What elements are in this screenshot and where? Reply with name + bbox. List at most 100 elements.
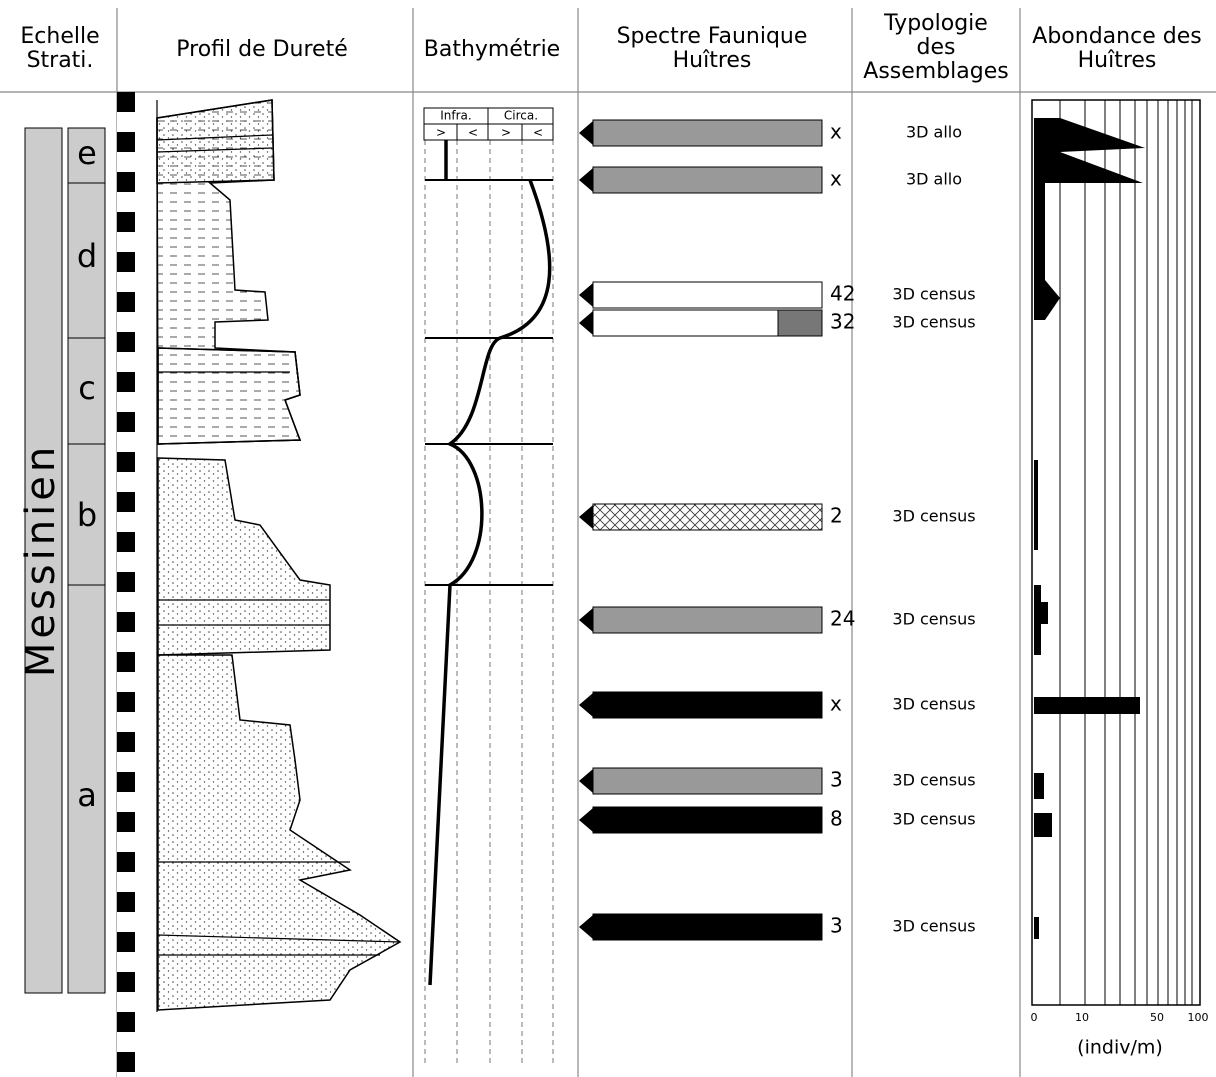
direction-mark: >: [501, 126, 511, 140]
column-header: Bathymétrie: [424, 37, 560, 62]
fauna-marker: [579, 168, 593, 192]
direction-mark: >: [436, 126, 446, 140]
scale-block: [117, 212, 135, 232]
scale-block: [117, 312, 135, 332]
fauna-bar: [592, 281, 823, 309]
column-header: Spectre Faunique Huîtres: [617, 24, 808, 73]
scale-block: [117, 1072, 135, 1077]
abundance-chart: 0 10 50 100 (indiv/m): [1031, 99, 1209, 1059]
scale-block: [117, 432, 135, 452]
unit-label: e: [77, 134, 97, 172]
column-header: Typologie des Assemblages: [863, 11, 1008, 84]
scale-block: [117, 1032, 135, 1052]
scale-block: [117, 232, 135, 252]
unit-label: b: [77, 496, 97, 534]
fauna-marker: [579, 283, 593, 307]
direction-mark: <: [468, 126, 478, 140]
scale-block: [117, 372, 135, 392]
typology-label: 3D census: [892, 695, 975, 714]
typology-label: 3D census: [892, 285, 975, 304]
scale-block: [117, 292, 135, 312]
scale-block: [117, 1052, 135, 1072]
scale-block: [117, 112, 135, 132]
column-header: Abondance des Huîtres: [1032, 24, 1201, 73]
scale-block: [117, 512, 135, 532]
scale-block: [117, 392, 135, 412]
scale-block: [117, 752, 135, 772]
scale-block: [117, 672, 135, 692]
scale-block: [117, 132, 135, 152]
scale-block: [117, 152, 135, 172]
count-label: x: [830, 692, 842, 716]
scale-block: [117, 92, 135, 112]
count-label: 8: [830, 807, 843, 831]
fauna-marker: [579, 693, 593, 717]
axis-tick-label: 100: [1188, 1011, 1209, 1024]
scale-block: [117, 732, 135, 752]
fauna-marker: [579, 311, 593, 335]
scale-block: [117, 452, 135, 472]
typology-label: 3D census: [892, 610, 975, 629]
scale-block: [117, 872, 135, 892]
scale-block: [117, 592, 135, 612]
fauna-marker: [579, 121, 593, 145]
fauna-marker: [579, 769, 593, 793]
scale-block: [117, 632, 135, 652]
fauna-bar: [592, 606, 823, 634]
strat-column: Messinien e d c b a: [18, 92, 135, 1077]
count-label: x: [830, 120, 842, 144]
fauna-marker: [579, 505, 593, 529]
scale-block: [117, 652, 135, 672]
axis-tick-label: 10: [1075, 1011, 1089, 1024]
fauna-bar: [592, 767, 823, 795]
scale-block: [117, 472, 135, 492]
hardness-profile: [156, 99, 402, 1012]
fauna-bar: [592, 806, 823, 834]
scale-block: [117, 192, 135, 212]
fauna-bar: [592, 119, 823, 147]
typology-label: 3D census: [892, 313, 975, 332]
scale-block: [117, 932, 135, 952]
scale-block: [117, 792, 135, 812]
zone-label: Circa.: [504, 109, 538, 123]
scale-block: [117, 832, 135, 852]
typology-label: 3D census: [892, 507, 975, 526]
fauna-bar: [592, 166, 823, 194]
count-label: 32: [830, 310, 855, 334]
typology-label: 3D census: [892, 771, 975, 790]
scale-block: [117, 912, 135, 932]
scale-block: [117, 1012, 135, 1032]
fauna-marker: [579, 608, 593, 632]
unit-label: c: [78, 369, 96, 407]
scale-block: [117, 952, 135, 972]
typology-label: 3D allo: [906, 170, 962, 189]
axis-tick-label: 0: [1031, 1011, 1038, 1024]
unit-label: a: [77, 776, 97, 814]
scale-block: [117, 552, 135, 572]
column-header: Echelle Strati.: [20, 24, 99, 73]
count-label: 42: [830, 282, 855, 306]
scale-block: [117, 272, 135, 292]
fauna-bar: [592, 691, 823, 719]
count-label: 3: [830, 914, 843, 938]
count-label: 2: [830, 504, 843, 528]
axis-tick-label: 50: [1150, 1011, 1164, 1024]
scale-block: [117, 252, 135, 272]
typology-label: 3D census: [892, 810, 975, 829]
scale-block: [117, 812, 135, 832]
scale-block: [117, 572, 135, 592]
typology-label: 3D census: [892, 917, 975, 936]
zone-label: Infra.: [440, 109, 471, 123]
scale-block: [117, 712, 135, 732]
fauna-marker: [579, 915, 593, 939]
count-label: 3: [830, 768, 843, 792]
count-label: 24: [830, 607, 855, 631]
scale-block: [117, 412, 135, 432]
scale-block: [117, 772, 135, 792]
scale-block: [117, 352, 135, 372]
axis-unit: (indiv/m): [1077, 1037, 1163, 1059]
bathymetry: Infra. Circa. > < > <: [423, 107, 554, 1065]
scale-block: [117, 332, 135, 352]
scale-block: [117, 992, 135, 1012]
